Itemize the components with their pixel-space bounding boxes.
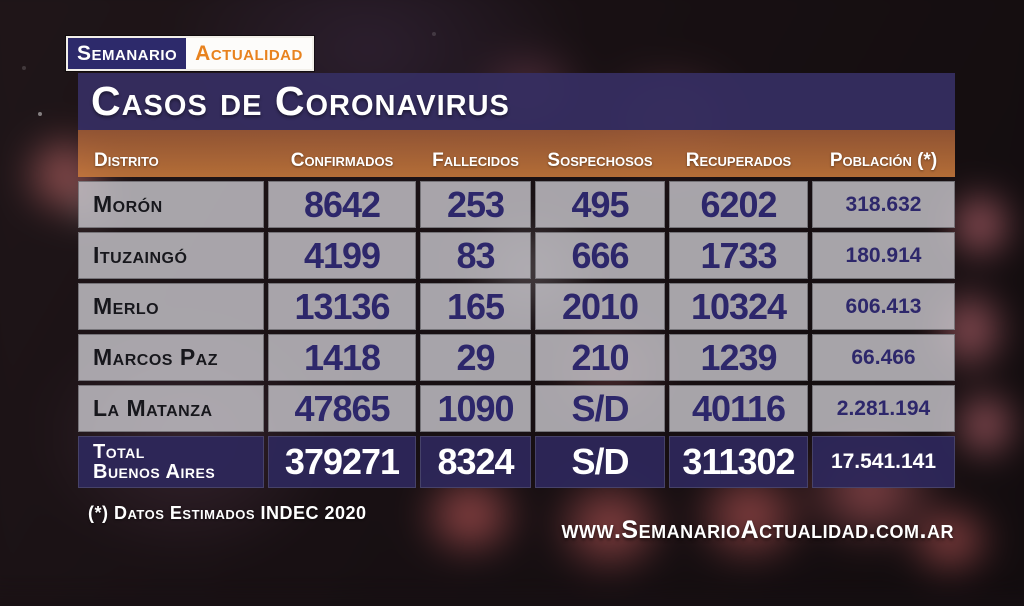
total-population: 17.541.141 — [812, 436, 955, 488]
district-name: La Matanza — [78, 385, 264, 432]
column-header-band: Distrito Confirmados Fallecidos Sospecho… — [78, 130, 955, 177]
deaths-value: 165 — [420, 283, 531, 330]
table-row-ituzaingo: Ituzaingó 4199 83 666 1733 180.914 — [78, 232, 955, 279]
recovered-value: 1733 — [669, 232, 808, 279]
confirmed-value: 4199 — [268, 232, 416, 279]
total-label: Total Buenos Aires — [78, 436, 264, 488]
table-row-la-matanza: La Matanza 47865 1090 S/D 40116 2.281.19… — [78, 385, 955, 432]
recovered-value: 10324 — [669, 283, 808, 330]
population-value: 318.632 — [812, 181, 955, 228]
district-name: Marcos Paz — [78, 334, 264, 381]
header-poblacion: Población (*) — [829, 150, 938, 171]
header-row: Distrito Confirmados Fallecidos Sospecho… — [78, 150, 955, 177]
website-url: www.SemanarioActualidad.com.ar — [561, 516, 954, 544]
suspected-value: S/D — [535, 385, 665, 432]
suspected-value: 2010 — [535, 283, 665, 330]
background-speck — [22, 66, 26, 70]
footnote-indec: (*) Datos Estimados INDEC 2020 — [88, 503, 367, 523]
header-fallecidos: Fallecidos — [432, 150, 519, 171]
total-label-line2: Buenos Aires — [93, 461, 216, 483]
title-band: Casos de Coronavirus — [78, 73, 955, 130]
total-label-line1: Total — [93, 440, 145, 463]
coronavirus-table-panel: Casos de Coronavirus Distrito Confirmado… — [78, 73, 955, 488]
district-name: Morón — [78, 181, 264, 228]
semanario-actualidad-logo: Semanario Actualidad — [66, 36, 314, 71]
suspected-value: 666 — [535, 232, 665, 279]
population-value: 180.914 — [812, 232, 955, 279]
recovered-value: 40116 — [669, 385, 808, 432]
confirmed-value: 8642 — [268, 181, 416, 228]
district-name: Merlo — [78, 283, 264, 330]
recovered-value: 1239 — [669, 334, 808, 381]
district-name: Ituzaingó — [78, 232, 264, 279]
deaths-value: 1090 — [420, 385, 531, 432]
total-suspected: S/D — [535, 436, 665, 488]
logo-semanario-text: Semanario — [68, 38, 187, 69]
page-title: Casos de Coronavirus — [91, 78, 510, 124]
deaths-value: 29 — [420, 334, 531, 381]
population-value: 2.281.194 — [812, 385, 955, 432]
population-value: 66.466 — [812, 334, 955, 381]
table-row-marcos-paz: Marcos Paz 1418 29 210 1239 66.466 — [78, 334, 955, 381]
confirmed-value: 1418 — [268, 334, 416, 381]
table-row-moron: Morón 8642 253 495 6202 318.632 — [78, 181, 955, 228]
recovered-value: 6202 — [669, 181, 808, 228]
suspected-value: 210 — [535, 334, 665, 381]
population-value: 606.413 — [812, 283, 955, 330]
background-speck — [38, 112, 42, 116]
confirmed-value: 47865 — [268, 385, 416, 432]
total-deaths: 8324 — [420, 436, 531, 488]
suspected-value: 495 — [535, 181, 665, 228]
table-row-merlo: Merlo 13136 165 2010 10324 606.413 — [78, 283, 955, 330]
logo-actualidad-text: Actualidad — [186, 38, 312, 69]
header-distrito: Distrito — [94, 150, 159, 171]
table-row-total-buenos-aires: Total Buenos Aires 379271 8324 S/D 31130… — [78, 436, 955, 488]
total-confirmed: 379271 — [268, 436, 416, 488]
deaths-value: 83 — [420, 232, 531, 279]
confirmed-value: 13136 — [268, 283, 416, 330]
header-sospechosos: Sospechosos — [547, 150, 653, 171]
deaths-value: 253 — [420, 181, 531, 228]
header-confirmados: Confirmados — [290, 150, 394, 171]
background-speck — [432, 32, 436, 36]
total-recovered: 311302 — [669, 436, 808, 488]
header-recuperados: Recuperados — [685, 150, 792, 171]
